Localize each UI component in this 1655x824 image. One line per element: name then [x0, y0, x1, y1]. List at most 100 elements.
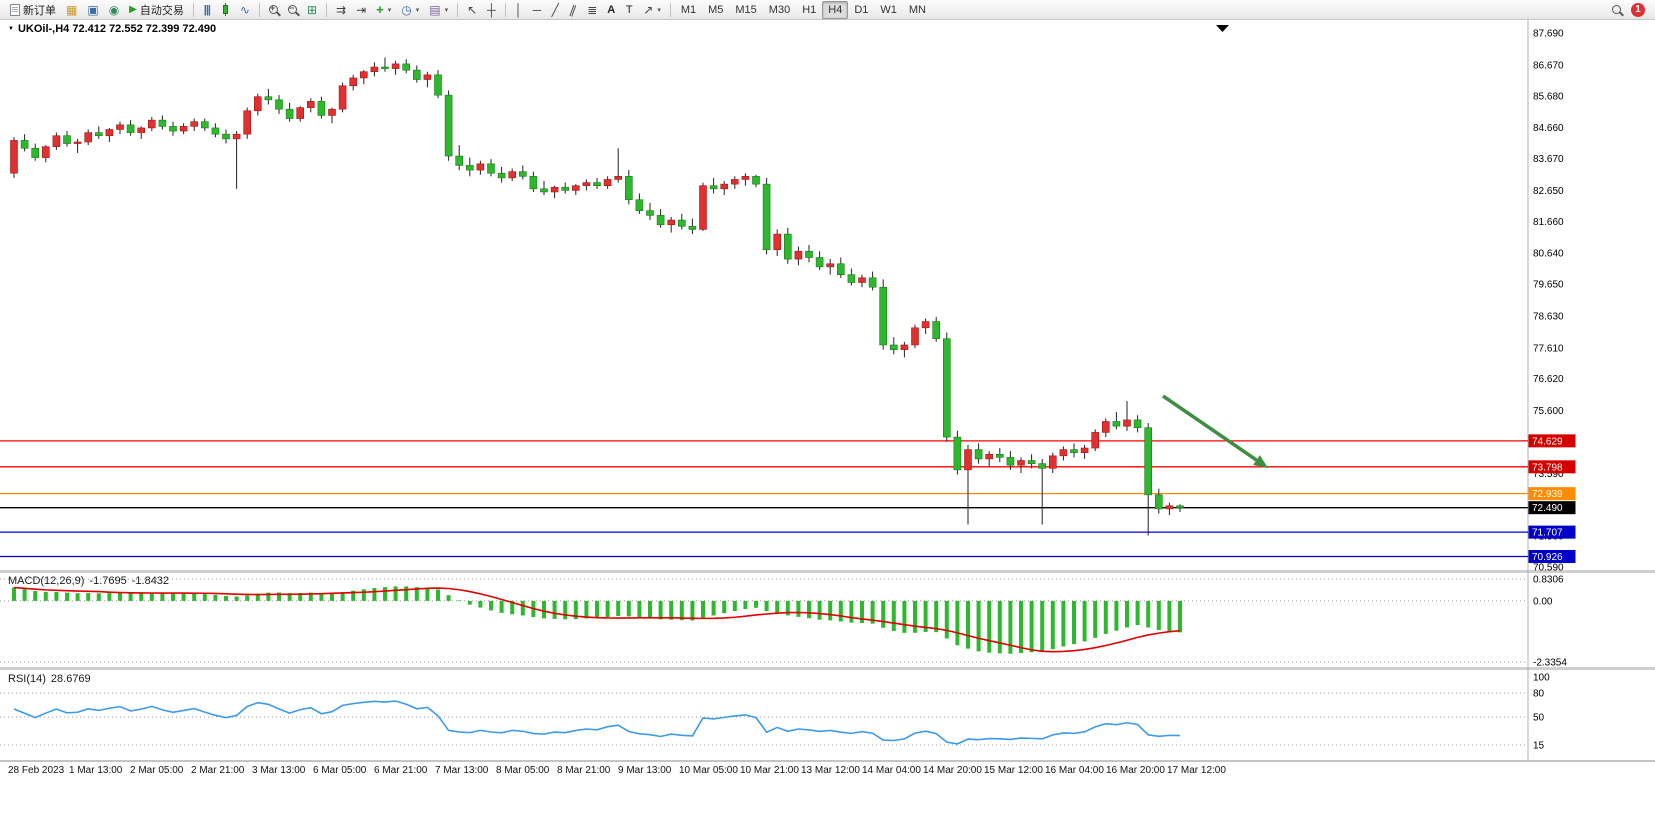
crosshair-button[interactable]: ┼	[482, 1, 501, 19]
cursor-button[interactable]: ↖	[462, 1, 482, 19]
notification-badge: 1	[1631, 2, 1645, 17]
symbol-triangle-icon: ▼	[8, 26, 14, 32]
bar-chart-button[interactable]: |||	[198, 1, 216, 19]
new-order-button[interactable]: 新订单	[5, 1, 61, 19]
timeframe-button-mn[interactable]: MN	[908, 3, 926, 16]
svg-text:10 Mar 05:00: 10 Mar 05:00	[679, 765, 738, 776]
fibonacci-button[interactable]: ≣	[582, 1, 602, 19]
svg-text:75.600: 75.600	[1533, 406, 1564, 417]
chart-shift-marker[interactable]	[1216, 25, 1229, 32]
text-label-icon: T	[625, 3, 633, 16]
periods-button[interactable]: ◷ ▾	[396, 1, 424, 19]
new-order-icon	[10, 3, 20, 16]
macd-value: -1.7695	[89, 575, 127, 587]
zoom-out-icon	[287, 3, 297, 14]
timeframe-button-m5[interactable]: M5	[708, 3, 724, 16]
market-watch-icon: ▦	[66, 2, 78, 17]
svg-text:1 Mar 13:00: 1 Mar 13:00	[69, 765, 123, 776]
svg-text:16 Mar 04:00: 16 Mar 04:00	[1045, 765, 1104, 776]
svg-text:77.610: 77.610	[1533, 343, 1564, 354]
text-label-button[interactable]: T	[620, 1, 638, 19]
timeframe-button-h4[interactable]: H4	[822, 0, 849, 19]
candles-layer	[10, 57, 1184, 536]
panel-frame	[0, 20, 1655, 762]
shapes-icon: ↗	[643, 2, 654, 17]
svg-text:70.590: 70.590	[1533, 563, 1564, 574]
text-tool-icon: A	[607, 3, 616, 16]
search-button[interactable]	[1607, 1, 1626, 19]
price-badges: 74.629 73.798 72.939 72.490 71.707 70.926	[1528, 434, 1576, 564]
toolbar-separator	[192, 2, 194, 17]
timeframe-button-w1[interactable]: W1	[880, 3, 897, 16]
timeframe-button-d1[interactable]: D1	[854, 3, 869, 16]
toolbar-separator	[258, 2, 260, 17]
navigator-button[interactable]: ▣	[82, 1, 103, 19]
timeframe-button-m30[interactable]: M30	[768, 3, 791, 16]
candlestick-button[interactable]	[216, 1, 235, 19]
signals-button[interactable]: ◉	[104, 1, 124, 19]
svg-text:14 Mar 04:00: 14 Mar 04:00	[862, 765, 921, 776]
svg-text:79.650: 79.650	[1533, 280, 1564, 291]
trend-arrow[interactable]	[1162, 394, 1268, 468]
timeframe-button-h1[interactable]: H1	[802, 3, 817, 16]
macd-signal-value: -1.8432	[131, 575, 170, 587]
tile-windows-icon: ⊞	[306, 2, 317, 17]
shapes-button[interactable]: ↗ ▾	[638, 1, 666, 19]
dropdown-caret-icon: ▾	[387, 6, 392, 14]
svg-text:0.00: 0.00	[1533, 596, 1553, 607]
time-axis[interactable]: 28 Feb 2023 1 Mar 13:00 2 Mar 05:00 2 Mar 2…	[8, 765, 1226, 776]
svg-text:81.660: 81.660	[1533, 217, 1564, 228]
indicators-button[interactable]: + ▾	[371, 1, 396, 19]
zoom-out-button[interactable]	[283, 1, 302, 19]
text-tool-button[interactable]: A	[602, 1, 620, 19]
svg-text:15: 15	[1533, 741, 1545, 752]
toolbar: 新订单 ▦ ▣ ◉ ▶ 自动交易 ||| ∿ ⊞ ⇉ ⇥ +▾ ◷▾ ▤▾ ↖ …	[0, 0, 1655, 20]
svg-text:73.590: 73.590	[1533, 469, 1564, 480]
notifications-button[interactable]: 1	[1626, 1, 1650, 19]
zoom-in-button[interactable]	[264, 1, 283, 19]
svg-text:80: 80	[1533, 689, 1545, 700]
templates-button[interactable]: ▤ ▾	[424, 1, 453, 19]
line-chart-button[interactable]: ∿	[235, 1, 255, 19]
horizontal-line-button[interactable]: ─	[528, 1, 547, 19]
svg-text:72.939: 72.939	[1532, 489, 1563, 500]
price-axis[interactable]: 87.690 86.670 85.680 84.660 83.670 82.650 81.6…	[1533, 28, 1564, 573]
chart-canvas[interactable]: 87.690 86.670 85.680 84.660 83.670 82.650 81.6…	[0, 20, 1655, 824]
channel-button[interactable]: ∥	[564, 1, 582, 19]
toolbar-separator	[457, 2, 459, 17]
auto-scroll-button[interactable]: ⇉	[331, 1, 351, 19]
svg-text:-2.3354: -2.3354	[1533, 658, 1567, 669]
vertical-line-button[interactable]: │	[510, 1, 528, 19]
svg-text:10 Mar 21:00: 10 Mar 21:00	[740, 765, 799, 776]
svg-text:87.690: 87.690	[1533, 28, 1564, 39]
auto-scroll-icon: ⇉	[336, 2, 347, 17]
timeframe-button-m15[interactable]: M15	[735, 3, 757, 16]
autotrading-label: 自动交易	[139, 4, 184, 17]
svg-text:50: 50	[1533, 713, 1545, 724]
search-icon	[1612, 5, 1621, 14]
svg-text:86.670: 86.670	[1533, 60, 1564, 71]
candlestick-icon	[222, 3, 228, 16]
channel-icon: ∥	[567, 1, 579, 18]
svg-text:2 Mar 05:00: 2 Mar 05:00	[130, 765, 184, 776]
svg-text:28 Feb 2023: 28 Feb 2023	[8, 765, 65, 776]
svg-text:13 Mar 12:00: 13 Mar 12:00	[801, 765, 860, 776]
line-chart-icon: ∿	[239, 2, 250, 17]
svg-text:78.630: 78.630	[1533, 311, 1564, 322]
svg-text:70.926: 70.926	[1532, 552, 1563, 563]
svg-text:82.650: 82.650	[1533, 186, 1564, 197]
toolbar-separator	[504, 2, 506, 17]
fibonacci-icon: ≣	[587, 2, 598, 17]
market-watch-button[interactable]: ▦	[61, 1, 82, 19]
autotrading-button[interactable]: ▶ 自动交易	[124, 1, 189, 19]
tile-windows-button[interactable]: ⊞	[302, 1, 322, 19]
svg-text:73.798: 73.798	[1532, 462, 1563, 473]
svg-text:74.629: 74.629	[1532, 436, 1563, 447]
trendline-button[interactable]: ╱	[546, 1, 564, 19]
macd-panel: 0.8306 0.00 -2.3354	[0, 575, 1567, 669]
timeframe-button-m1[interactable]: M1	[680, 3, 697, 16]
rsi-panel: 100 80 50 15	[0, 673, 1550, 752]
svg-text:76.620: 76.620	[1533, 374, 1564, 385]
hlines-layer[interactable]	[0, 440, 1528, 558]
chart-shift-button[interactable]: ⇥	[351, 1, 371, 19]
